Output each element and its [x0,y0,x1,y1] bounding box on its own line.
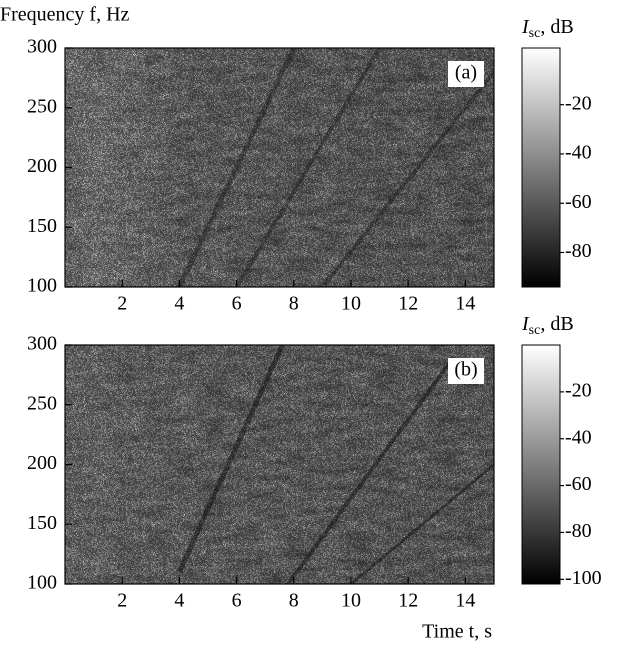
x-tick-label: 4 [174,293,184,315]
colorbar-tick-label: -40 [565,142,592,164]
x-tick-label: 8 [289,590,299,612]
y-tick-label: 200 [27,155,57,177]
y-tick-label: 300 [27,333,57,355]
heatmap [65,345,494,584]
colorbar-tick-label: -60 [565,473,592,495]
colorbar-unit: , dB [540,16,573,38]
colorbar-tick-label: -100 [565,567,602,589]
colorbar-symbol: I [521,16,530,38]
colorbar-tick-label: -80 [565,520,592,542]
colorbar [521,47,561,288]
heatmap-dots [65,345,494,584]
panel-label: (a) [455,62,477,84]
x-tick-label: 4 [174,590,184,612]
heatmap [65,48,494,287]
x-tick-label: 14 [455,293,475,315]
colorbar-label: Isc, dB [521,313,574,339]
panel-label-bg [448,61,484,87]
x-tick-label: 12 [398,293,418,315]
y-tick-label: 100 [27,572,57,594]
colorbar-subscript: sc [529,26,541,41]
colorbar-tick-label: -40 [565,426,592,448]
colorbar-symbol: I [521,313,530,335]
x-tick-label: 8 [289,293,299,315]
colorbar-tick-label: -80 [565,240,592,262]
y-tick-label: 100 [27,275,57,297]
y-tick-label: 300 [27,36,57,58]
y-tick-label: 250 [27,95,57,117]
x-tick-label: 12 [398,590,418,612]
colorbar-tick-label: -20 [565,92,592,114]
colorbar [521,344,561,585]
x-tick-label: 6 [232,293,242,315]
panel-label: (b) [454,359,477,381]
y-tick-label: 150 [27,512,57,534]
x-tick-label: 10 [341,590,361,612]
y-tick-label: 200 [27,452,57,474]
colorbar-subscript: sc [529,323,541,338]
x-tick-label: 10 [341,293,361,315]
colorbar-unit: , dB [540,313,573,335]
x-tick-label: 2 [117,590,127,612]
heatmap-dots [65,48,494,287]
x-tick-label: 2 [117,293,127,315]
y-tick-label: 150 [27,215,57,237]
colorbar-tick-label: -60 [565,191,592,213]
x-tick-label: 6 [232,590,242,612]
colorbar-label: Isc, dB [521,16,574,42]
panel-label-bg [448,358,484,384]
x-axis-label: Time t, s [422,621,492,643]
y-axis-label: Frequency f, Hz [0,4,130,26]
x-tick-label: 14 [455,590,475,612]
colorbar-tick-label: -20 [565,379,592,401]
y-tick-label: 250 [27,392,57,414]
